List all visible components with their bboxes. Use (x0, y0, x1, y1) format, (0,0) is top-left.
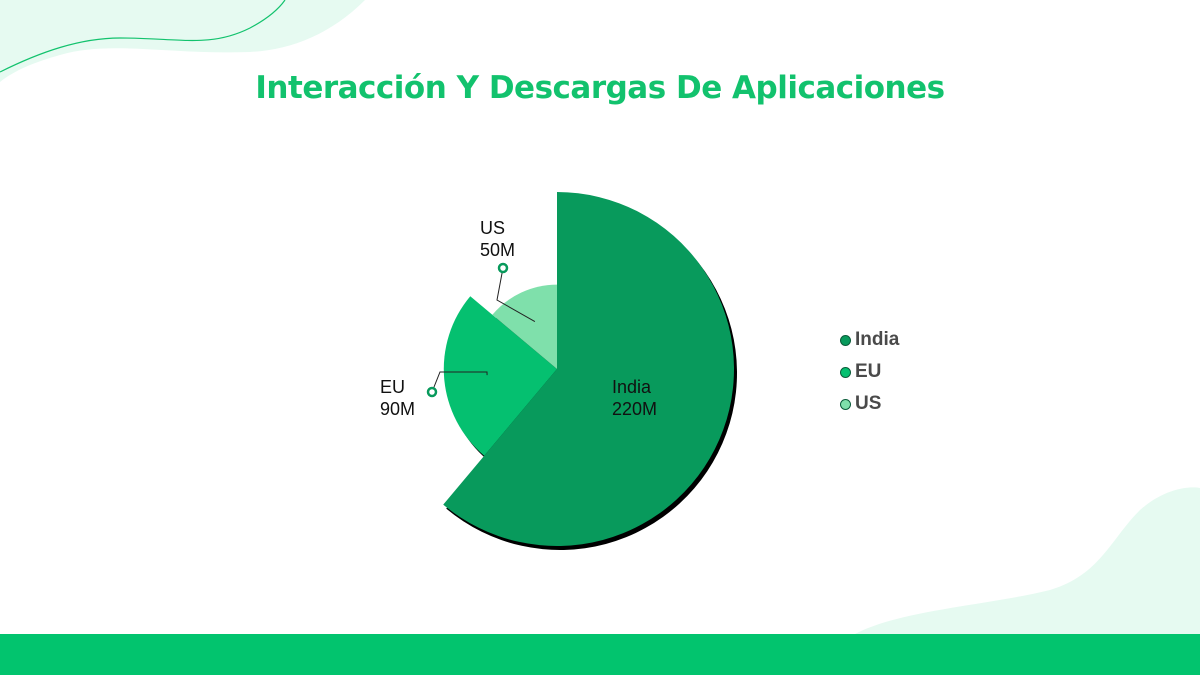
bottom-right-blob (855, 487, 1200, 634)
legend-swatch (840, 398, 851, 410)
legend-label: India (855, 329, 900, 350)
legend-item-india[interactable]: India (840, 324, 899, 356)
data-label-us: US 50M (480, 218, 515, 260)
leader-dot-us (497, 262, 509, 274)
legend-item-us[interactable]: US (840, 388, 899, 420)
legend-swatch (840, 334, 851, 346)
bottom-bar (0, 634, 1200, 675)
chart-legend: India EU US (840, 324, 899, 420)
legend-item-eu[interactable]: EU (840, 356, 899, 388)
legend-swatch (840, 366, 851, 378)
data-label-eu: EU 90M (380, 377, 415, 419)
legend-label: US (855, 393, 882, 414)
top-left-wave (0, 0, 365, 82)
slice-eu[interactable] (443, 296, 557, 456)
legend-label: EU (855, 361, 882, 382)
top-left-wave-line (0, 0, 286, 73)
leader-line-eu (431, 371, 488, 393)
slice-india[interactable] (443, 191, 735, 546)
leader-line-us (496, 267, 536, 323)
chart-title: Interacción Y Descargas De Aplicaciones (255, 70, 945, 106)
data-label-india: India 220M (612, 377, 657, 419)
leader-dot-eu (426, 386, 438, 398)
slice-us[interactable] (492, 284, 557, 369)
